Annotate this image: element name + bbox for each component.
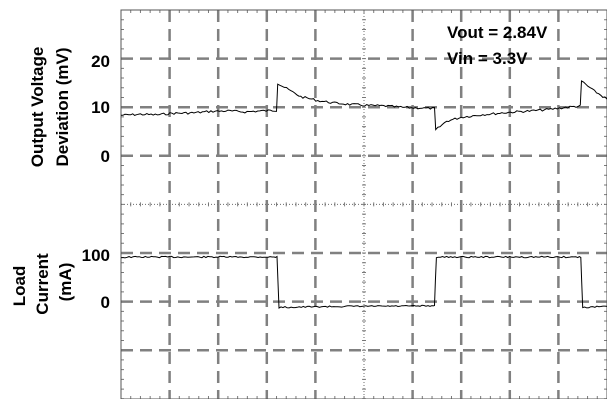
annotation-vout: Vout = 2.84V bbox=[447, 23, 548, 42]
output-voltage-trace bbox=[121, 80, 607, 131]
plot-frame bbox=[120, 9, 607, 399]
annotation-vin: Vin = 3.3V bbox=[447, 49, 528, 68]
traces bbox=[121, 80, 607, 309]
bottom-ytick-0: 0 bbox=[101, 293, 110, 312]
major-grid bbox=[121, 10, 607, 399]
top-ytick-0: 0 bbox=[101, 147, 110, 166]
frame-rect bbox=[120, 9, 607, 399]
top-ytick-20: 20 bbox=[91, 52, 110, 71]
bottom-ylabel-line-3: (mA) bbox=[56, 263, 75, 302]
top-ytick-10: 10 bbox=[91, 98, 110, 117]
top-ylabel-line-2: Deviation (mV) bbox=[53, 47, 72, 166]
bottom-ytick-100: 100 bbox=[82, 246, 110, 265]
load-current-trace bbox=[121, 255, 607, 309]
bottom-ylabel-line-2: Current bbox=[33, 253, 52, 315]
top-ylabel-line-1: Output Voltage bbox=[28, 47, 47, 168]
bottom-ylabel-line-1: Load bbox=[10, 266, 29, 307]
